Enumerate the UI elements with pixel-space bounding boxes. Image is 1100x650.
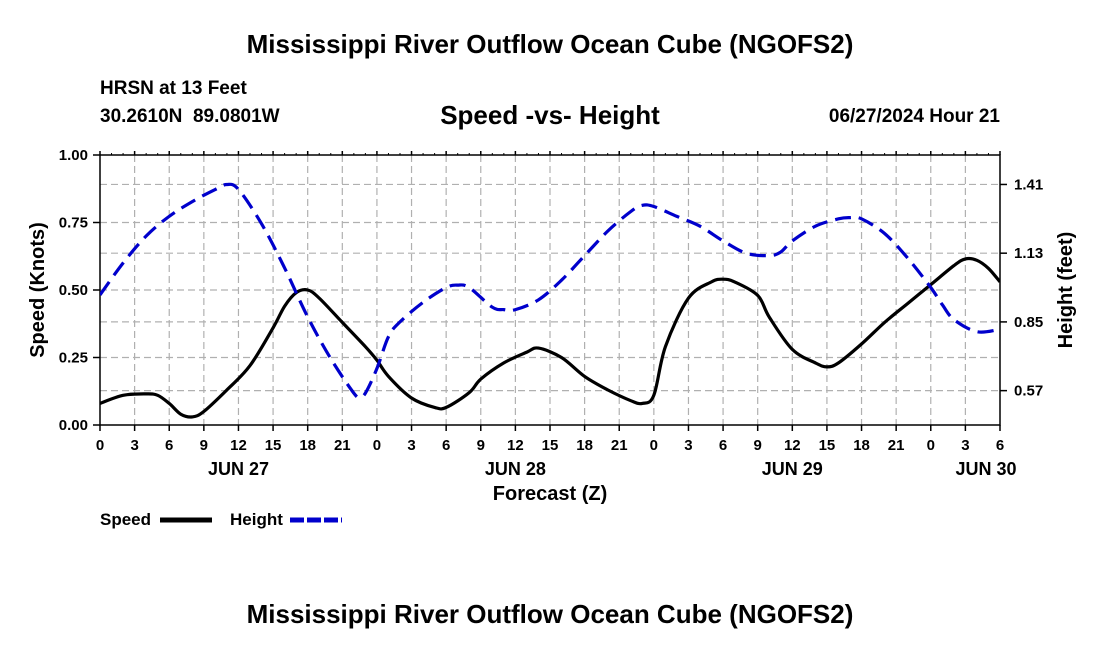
x-tick-label: 0 xyxy=(373,437,381,454)
y-tick-label: 0.00 xyxy=(59,417,88,434)
x-tick-label: 0 xyxy=(650,437,658,454)
x-tick-label: 3 xyxy=(130,437,138,454)
y-tick-label: 0.50 xyxy=(59,282,88,299)
x-tick-label: 12 xyxy=(784,437,801,454)
x-tick-label: 15 xyxy=(542,437,559,454)
y2-tick-label: 0.57 xyxy=(1014,383,1043,400)
x-tick-label: 9 xyxy=(754,437,762,454)
date-label: JUN 27 xyxy=(208,459,269,479)
y2-tick-label: 0.85 xyxy=(1014,314,1043,331)
y-tick-label: 0.25 xyxy=(59,350,88,367)
x-tick-label: 3 xyxy=(684,437,692,454)
x-tick-label: 21 xyxy=(611,437,628,454)
x-tick-label: 18 xyxy=(853,437,870,454)
x-tick-label: 0 xyxy=(96,437,104,454)
legend-label-height: Height xyxy=(230,510,283,529)
x-tick-label: 12 xyxy=(230,437,247,454)
station-coordinates: 30.2610N 89.0801W xyxy=(100,106,280,127)
y2-tick-label: 1.41 xyxy=(1014,176,1043,193)
x-tick-label: 18 xyxy=(299,437,316,454)
x-tick-label: 9 xyxy=(477,437,485,454)
series-line-speed xyxy=(100,256,1000,419)
y2-tick-label: 1.13 xyxy=(1014,245,1043,262)
y-axis-label: Speed (Knots) xyxy=(27,222,49,358)
y-tick-label: 1.00 xyxy=(59,147,88,164)
axes: 0 3 6 9 12 15 18 21 0 3 6 9 12 15 18 21 0 3 6 9 12 15 18 21 0 3 6 J… xyxy=(59,147,1043,479)
station-name: HRSN at 13 Feet xyxy=(100,78,247,99)
y2-axis-label: Height (feet) xyxy=(1055,232,1077,349)
x-tick-label: 6 xyxy=(165,437,173,454)
forecast-datetime: 06/27/2024 Hour 21 xyxy=(828,106,1000,127)
date-label: JUN 29 xyxy=(762,459,823,479)
x-tick-label: 3 xyxy=(407,437,415,454)
x-tick-label: 6 xyxy=(996,437,1004,454)
x-tick-label: 6 xyxy=(719,437,727,454)
x-tick-label: 21 xyxy=(334,437,351,454)
x-tick-label: 21 xyxy=(888,437,905,454)
y-tick-label: 0.75 xyxy=(59,215,88,232)
x-tick-label: 9 xyxy=(200,437,208,454)
chart-subtitle: Speed -vs- Height xyxy=(440,100,660,130)
chart-main-title: Mississippi River Outflow Ocean Cube (NG… xyxy=(246,29,854,59)
x-tick-label: 15 xyxy=(265,437,282,454)
grid xyxy=(100,155,1000,425)
x-tick-label: 3 xyxy=(961,437,969,454)
x-tick-label: 0 xyxy=(927,437,935,454)
legend: Speed Height xyxy=(100,510,342,529)
legend-label-speed: Speed xyxy=(100,510,151,529)
series-line-height xyxy=(100,182,1000,399)
x-axis-label: Forecast (Z) xyxy=(493,483,607,505)
x-tick-label: 18 xyxy=(576,437,593,454)
x-tick-label: 15 xyxy=(819,437,836,454)
x-tick-label: 6 xyxy=(442,437,450,454)
x-tick-label: 12 xyxy=(507,437,524,454)
footer-title: Mississippi River Outflow Ocean Cube (NG… xyxy=(246,599,854,629)
date-label: JUN 28 xyxy=(485,459,546,479)
series-layer xyxy=(100,182,1000,419)
date-label: JUN 30 xyxy=(955,459,1016,479)
